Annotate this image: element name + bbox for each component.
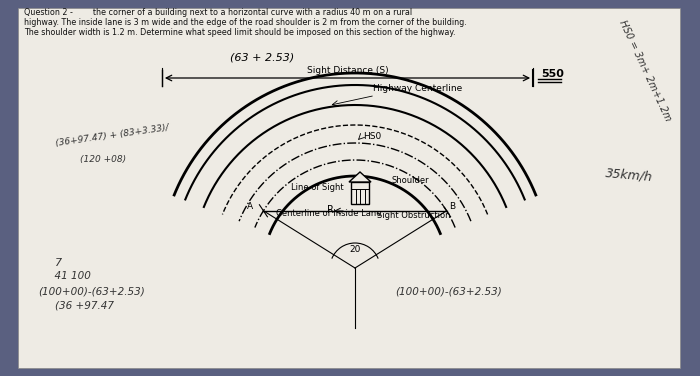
Text: HS0: HS0 bbox=[363, 132, 382, 141]
Text: 7: 7 bbox=[55, 258, 62, 268]
Text: HS0 = 3m+ 2m+1.2m: HS0 = 3m+ 2m+1.2m bbox=[617, 19, 673, 123]
Text: highway. The inside lane is 3 m wide and the edge of the road shoulder is 2 m fr: highway. The inside lane is 3 m wide and… bbox=[24, 18, 467, 27]
Text: Sight Distance (S): Sight Distance (S) bbox=[307, 66, 389, 75]
Text: Sight Obstruction: Sight Obstruction bbox=[377, 211, 451, 220]
Bar bbox=[351, 182, 369, 204]
Text: Shoulder: Shoulder bbox=[391, 176, 428, 185]
Text: Highway Centerline: Highway Centerline bbox=[373, 85, 462, 94]
Text: Line of Sight: Line of Sight bbox=[291, 183, 344, 192]
Text: The shoulder width is 1.2 m. Determine what speed limit should be imposed on thi: The shoulder width is 1.2 m. Determine w… bbox=[24, 28, 456, 37]
Text: Centerline of Inside Lane: Centerline of Inside Lane bbox=[276, 209, 382, 218]
Text: (36+97.47) + (83+3.33)/: (36+97.47) + (83+3.33)/ bbox=[55, 123, 169, 148]
Text: B: B bbox=[449, 202, 456, 211]
Text: 41 100: 41 100 bbox=[48, 271, 91, 281]
Text: (100+00)-(63+2.53): (100+00)-(63+2.53) bbox=[38, 286, 145, 296]
Text: A: A bbox=[247, 202, 253, 211]
Text: (36 +97.47: (36 +97.47 bbox=[55, 301, 114, 311]
Polygon shape bbox=[349, 172, 371, 182]
Text: 550: 550 bbox=[541, 69, 564, 79]
Text: Question 2 -        the corner of a building next to a horizontal curve with a r: Question 2 - the corner of a building ne… bbox=[24, 8, 412, 17]
Text: R: R bbox=[327, 205, 334, 215]
Text: (120 +08): (120 +08) bbox=[80, 155, 126, 164]
Text: 20: 20 bbox=[349, 245, 360, 254]
Text: (100+00)-(63+2.53): (100+00)-(63+2.53) bbox=[395, 286, 502, 296]
Text: (63 + 2.53): (63 + 2.53) bbox=[230, 52, 294, 62]
Text: 35km/h: 35km/h bbox=[605, 167, 654, 184]
